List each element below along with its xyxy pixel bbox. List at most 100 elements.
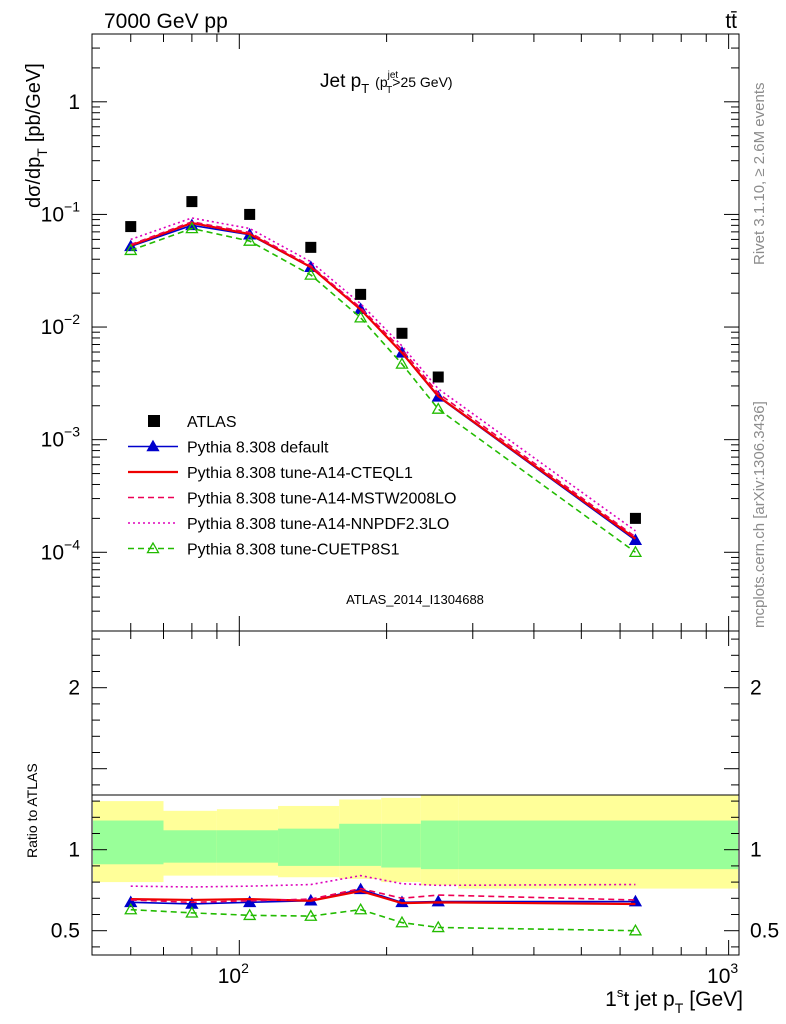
legend-label: Pythia 8.308 tune-A14-CTEQL1 — [187, 465, 413, 482]
main-y-tick-labels: 1 10−1 10−2 10−3 10−4 — [41, 91, 81, 564]
mcplots-reference-label: mcplots.cern.ch [arXiv:1306.3436] — [751, 401, 768, 628]
process-label: tt̄ — [725, 10, 737, 33]
main-atlas-point — [186, 196, 198, 208]
ratio-series-4-marker — [628, 923, 643, 936]
ratio-series-2 — [130, 887, 636, 904]
ratio-series-0-marker — [124, 895, 138, 908]
main-series-5-marker — [628, 545, 643, 558]
main-series-5-marker — [124, 243, 138, 256]
ratio-green-band — [163, 830, 217, 863]
ratio-frame — [91, 630, 740, 956]
main-y-tick-label-2: 10−2 — [41, 311, 81, 339]
main-series-4 — [130, 217, 636, 532]
legend-label: Pythia 8.308 tune-A14-NNPDF2.3LO — [187, 516, 449, 533]
legend-marker — [146, 541, 160, 554]
main-atlas-point — [432, 371, 444, 383]
ratio-y-tick-label-left-1: 1 — [68, 839, 80, 862]
ratio-series-4-marker — [395, 915, 409, 928]
ratio-axis-ticks — [91, 631, 739, 955]
x-tick-label-1: 103 — [707, 960, 738, 988]
legend-entry-0: ATLAS — [148, 414, 237, 431]
ratio-series-4-marker — [354, 902, 368, 915]
main-atlas-point — [396, 327, 408, 339]
main-series-1-marker — [628, 533, 643, 545]
main-ylabel: dσ/dpT[pb/GeV] — [23, 63, 50, 208]
ratio-green-band — [93, 820, 164, 865]
ratio-series-0-marker — [243, 895, 257, 908]
ratio-series-3-line — [130, 874, 636, 888]
collision-label: 7000 GeV pp — [104, 10, 228, 33]
main-series-5-marker — [395, 357, 409, 369]
ratio-green-band — [420, 820, 459, 870]
ratio-series-1-line — [130, 889, 636, 906]
main-series-2 — [130, 221, 637, 540]
main-series-layer — [124, 196, 643, 558]
legend-label: ATLAS — [187, 414, 237, 431]
ratio-series-4-marker — [185, 906, 199, 918]
ratio-series-3 — [130, 874, 636, 888]
main-axis-ticks — [91, 33, 739, 632]
ratio-green-band — [278, 828, 340, 866]
main-series-5-marker — [354, 310, 368, 323]
ratio-uncertainty-bands — [93, 794, 738, 889]
ratio-green-band — [381, 823, 421, 868]
main-series-0 — [125, 196, 641, 524]
legend-entry-1: Pythia 8.308 default — [128, 440, 329, 457]
main-atlas-point — [305, 241, 317, 253]
main-series-5-marker — [304, 268, 318, 280]
legend-entry-5: Pythia 8.308 tune-CUETP8S1 — [128, 542, 400, 559]
ratio-series-2-line — [130, 887, 636, 904]
ratio-series-1 — [130, 889, 636, 906]
ratio-green-band — [216, 830, 279, 863]
legend-marker — [146, 439, 160, 452]
ratio-tick-labels: 0.5 0.5 1 1 2 2 102 103 — [51, 677, 779, 988]
main-title: Jet pT (pjet T>25 GeV) — [320, 70, 453, 96]
ratio-series-4-line — [130, 908, 636, 932]
ratio-green-band — [458, 820, 738, 870]
main-y-tick-label-3: 10−3 — [41, 424, 81, 452]
ratio-series-4-marker — [431, 920, 445, 933]
main-atlas-point — [355, 288, 367, 300]
x-axis-label: 1st jet pT [GeV] — [605, 985, 743, 1016]
main-atlas-point — [629, 512, 641, 524]
ratio-green-band — [339, 823, 382, 866]
ratio-series-4-marker — [243, 908, 257, 921]
ratio-ylabel: Ratio to ATLAS — [24, 763, 40, 858]
main-series-2-line — [130, 221, 637, 540]
legend-marker — [148, 415, 160, 427]
ratio-series-4 — [124, 902, 643, 936]
main-y-tick-label-0: 1 — [68, 91, 80, 114]
main-series-4-line — [130, 217, 636, 532]
main-y-tick-label-1: 10−1 — [41, 198, 81, 226]
ratio-series-4-marker — [304, 909, 318, 921]
legend-entry-2: Pythia 8.308 tune-A14-CTEQL1 — [128, 465, 413, 482]
main-series-5-marker — [243, 234, 257, 246]
main-series-5 — [124, 221, 643, 558]
main-y-tick-label-4: 10−4 — [41, 536, 81, 564]
ratio-y-tick-label-right-0: 0.5 — [750, 920, 779, 943]
ratio-series-layer — [124, 874, 643, 936]
ratio-y-tick-label-right-1: 1 — [750, 839, 762, 862]
ratio-series-4-marker — [124, 902, 138, 915]
main-panel: Jet pT (pjet T>25 GeV) dσ/dpT[pb/GeV] ATLA… — [23, 33, 740, 632]
legend-label: Pythia 8.308 tune-A14-MSTW2008LO — [187, 491, 456, 508]
analysis-tag: ATLAS_2014_I1304688 — [346, 592, 484, 607]
legend-entry-4: Pythia 8.308 tune-A14-NNPDF2.3LO — [128, 516, 449, 533]
legend: ATLAS Pythia 8.308 default Pythia 8.308 tu… — [128, 414, 456, 559]
main-series-3 — [130, 220, 636, 538]
legend-label: Pythia 8.308 default — [187, 440, 329, 457]
legend-entry-3: Pythia 8.308 tune-A14-MSTW2008LO — [128, 491, 456, 508]
rivet-version-label: Rivet 3.1.10, ≥ 2.6M events — [751, 83, 768, 266]
main-atlas-point — [244, 208, 256, 220]
main-series-5-marker — [431, 402, 445, 414]
main-series-3-line — [130, 220, 636, 538]
ratio-y-tick-label-right-2: 2 — [750, 677, 762, 700]
main-series-5-marker — [185, 221, 199, 234]
ratio-panel: Ratio to ATLAS 0.5 0.5 1 1 2 2 102 103 1st jet … — [24, 630, 779, 1016]
ratio-y-tick-label-left-2: 2 — [68, 677, 80, 700]
ratio-y-tick-label-left-0: 0.5 — [51, 920, 80, 943]
x-tick-label-0: 102 — [218, 960, 249, 988]
main-atlas-point — [125, 221, 137, 233]
legend-label: Pythia 8.308 tune-CUETP8S1 — [187, 542, 400, 559]
